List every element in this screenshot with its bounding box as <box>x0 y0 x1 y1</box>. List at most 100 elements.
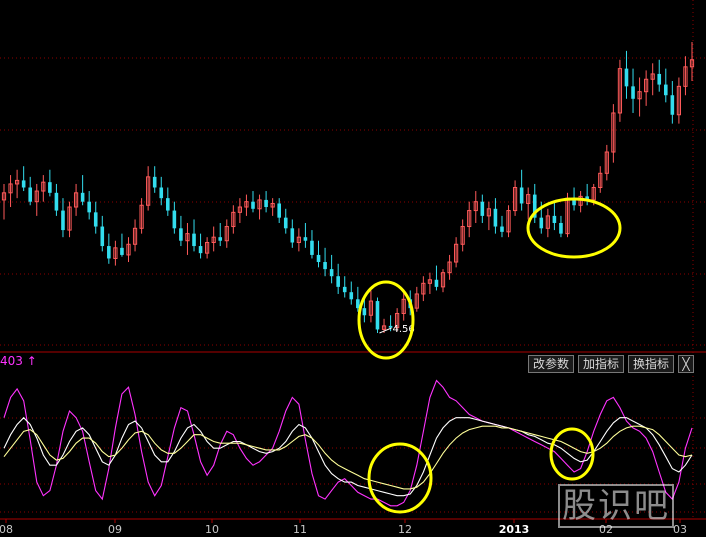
candle-body <box>683 66 688 87</box>
indicator-series <box>3 379 693 507</box>
candle-body <box>624 68 629 87</box>
switch-indicator-button[interactable]: 换指标 <box>627 355 674 373</box>
candle-body <box>572 198 576 206</box>
candle-body <box>467 210 472 228</box>
candle-body <box>532 194 537 218</box>
candle-body <box>172 210 177 229</box>
candle-body <box>663 84 668 96</box>
candle-body <box>447 261 452 274</box>
candle-body <box>224 226 229 242</box>
candle-body <box>552 215 557 223</box>
candle-body <box>381 325 387 330</box>
candle-body <box>427 279 433 284</box>
candle-body <box>644 78 649 93</box>
candle-body <box>454 243 459 263</box>
candle-body <box>336 276 340 287</box>
candle-body <box>113 247 118 259</box>
candle-body <box>166 198 170 211</box>
candle-body <box>251 201 255 209</box>
candle-body <box>257 199 262 210</box>
candle-body <box>179 228 183 241</box>
candle-body <box>545 215 550 229</box>
candle-body <box>604 151 609 174</box>
add-indicator-button[interactable]: 加指标 <box>577 355 624 373</box>
candle-body <box>126 243 131 256</box>
candle-body <box>218 237 223 241</box>
candle-body <box>61 210 65 231</box>
candle-body <box>283 217 288 229</box>
marker-circle-right <box>549 427 595 481</box>
candle-body <box>670 95 675 115</box>
candle-body <box>107 246 111 259</box>
candle-body <box>689 59 695 68</box>
marker-ellipse-bottom <box>357 280 415 360</box>
candle-body <box>120 247 124 255</box>
candle-body <box>473 201 478 212</box>
candle-body <box>152 176 157 188</box>
modify-params-button[interactable]: 改参数 <box>527 355 574 373</box>
candle-body <box>637 91 642 100</box>
candle-body <box>559 222 563 234</box>
candle-body <box>519 187 524 204</box>
x-tick-label: 11 <box>293 523 307 536</box>
candle-body <box>310 240 314 255</box>
candle-body <box>356 299 360 309</box>
candle-body <box>93 212 98 227</box>
candle-body <box>15 179 20 185</box>
candle-body <box>270 202 275 208</box>
candle-body <box>146 176 151 206</box>
indicator-title: 403 ↑ <box>0 354 37 368</box>
candle-body <box>329 269 334 277</box>
x-tick-label: 08 <box>0 523 13 536</box>
candle-body <box>506 210 511 233</box>
watermark: 股识吧 <box>558 478 676 528</box>
candle-body <box>211 236 216 244</box>
candle-body <box>198 246 203 254</box>
candle-body <box>349 292 354 300</box>
low-price-label: 4.56 <box>392 324 414 335</box>
candle-body <box>139 204 144 229</box>
close-icon[interactable]: ╳ <box>678 355 694 373</box>
candle-body <box>41 181 46 192</box>
candle-body <box>290 228 295 243</box>
candle-body <box>48 182 52 193</box>
x-tick-label: 12 <box>398 523 412 536</box>
candle-body <box>375 301 380 330</box>
candle-body <box>296 236 301 244</box>
candle-body <box>617 68 623 114</box>
candle-body <box>500 226 504 232</box>
candle-body <box>421 282 426 295</box>
low-annotation-pointer <box>379 327 392 334</box>
candle-body <box>368 300 374 316</box>
candle-body <box>54 192 59 211</box>
candle-body <box>611 112 616 153</box>
x-tick-label: 03 <box>673 523 687 536</box>
indicator-line <box>3 425 693 490</box>
candle-body <box>264 199 268 208</box>
candle-body <box>512 187 518 212</box>
candle-body <box>244 201 249 208</box>
candle-body <box>631 86 635 99</box>
candle-body <box>21 180 26 188</box>
x-tick-label: 02 <box>599 523 613 536</box>
candle-body <box>486 208 491 217</box>
candle-body <box>192 233 196 247</box>
x-tick-label: 2013 <box>499 523 530 536</box>
candle-body <box>28 187 33 202</box>
candle-body <box>237 206 242 213</box>
candle-body <box>591 187 596 201</box>
candle-body <box>526 194 531 204</box>
candle-body <box>132 227 138 245</box>
candle-body <box>342 286 347 293</box>
candle-body <box>316 254 321 263</box>
candle-body <box>650 73 655 80</box>
candle-body <box>185 233 190 242</box>
candle-body <box>395 312 400 329</box>
watermark-text: 股识吧 <box>558 484 674 528</box>
candle-body <box>434 279 439 287</box>
candlestick-series: 4.56 <box>1 42 695 335</box>
highlight-markers <box>357 197 622 514</box>
candle-body <box>493 208 498 227</box>
